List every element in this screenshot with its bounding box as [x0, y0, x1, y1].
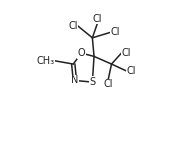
Text: Cl: Cl: [68, 21, 78, 31]
Text: CH₃: CH₃: [36, 56, 55, 66]
Text: S: S: [89, 77, 95, 87]
Text: Cl: Cl: [121, 48, 131, 58]
Text: Cl: Cl: [110, 27, 120, 37]
Text: N: N: [71, 75, 79, 85]
Text: Cl: Cl: [93, 14, 102, 24]
Text: Cl: Cl: [127, 66, 136, 76]
Text: O: O: [78, 48, 85, 58]
Text: Cl: Cl: [103, 79, 113, 89]
